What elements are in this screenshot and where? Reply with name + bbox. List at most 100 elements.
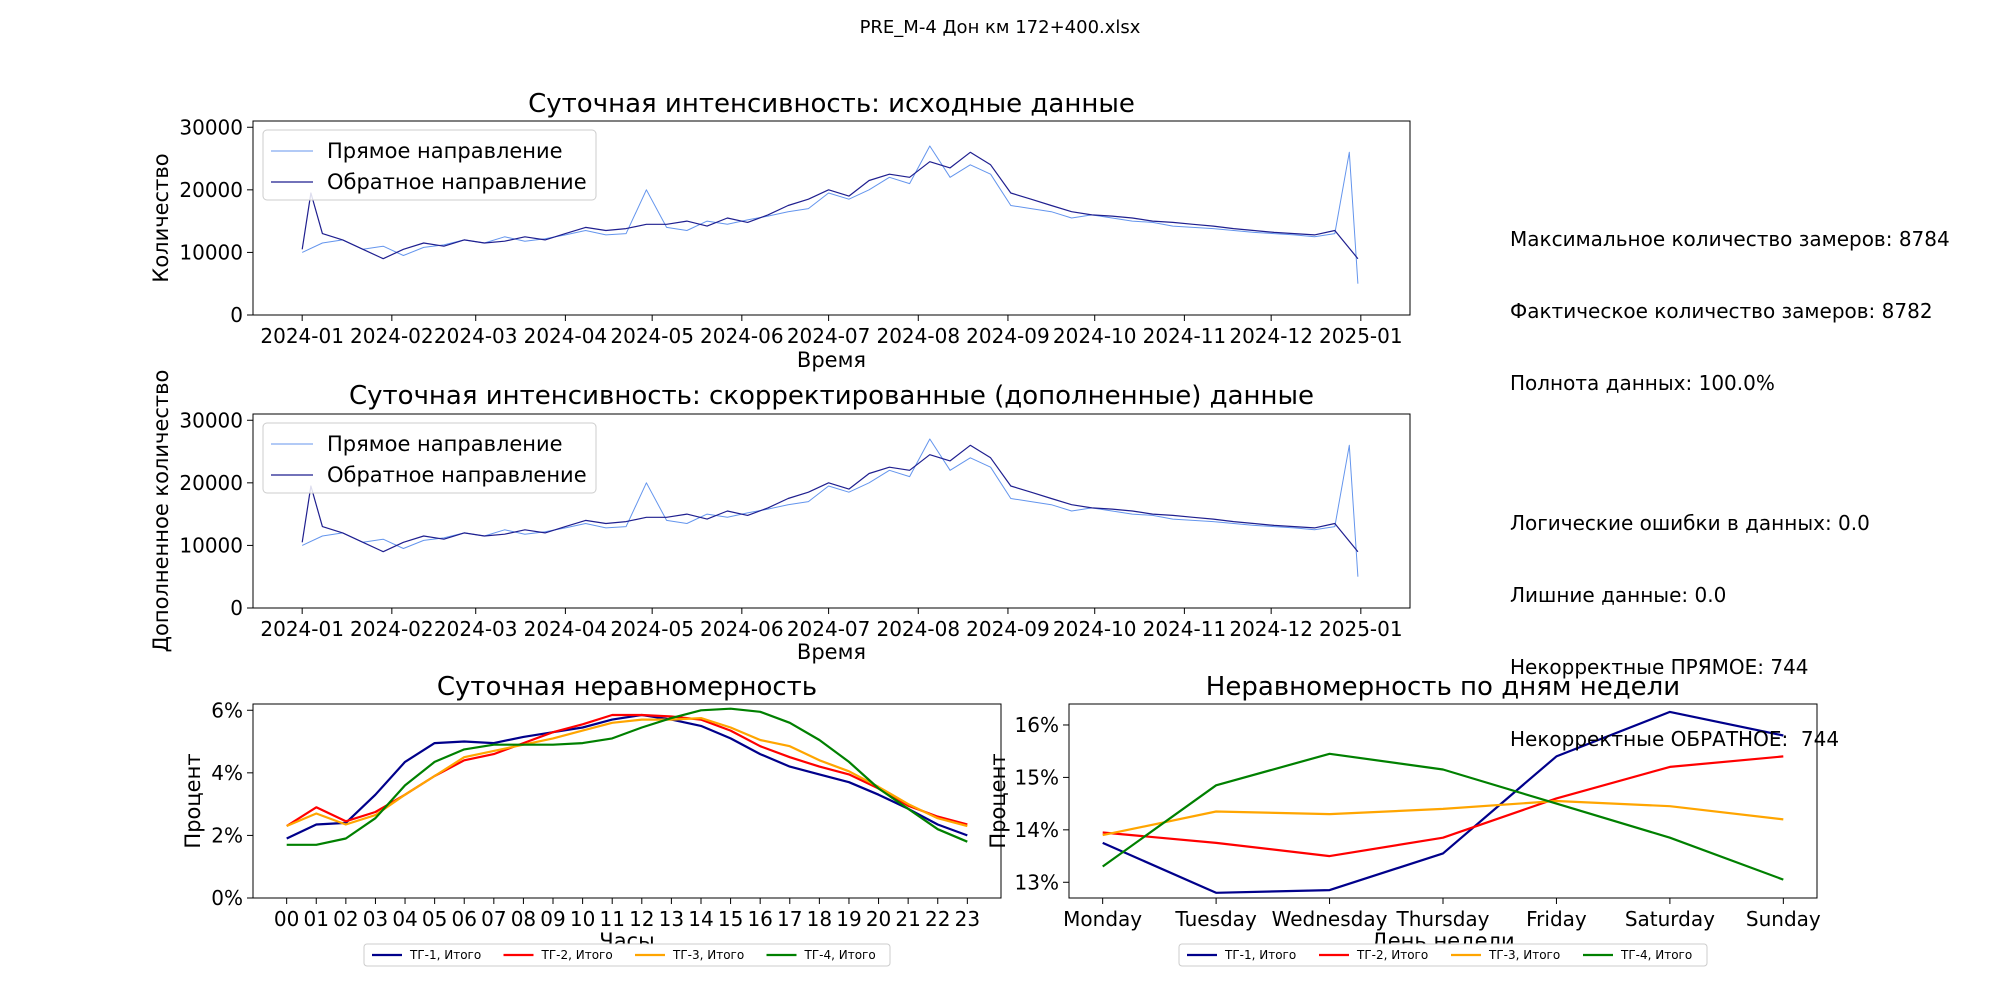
figure-suptitle: PRE_M-4 Дон км 172+400.xlsx — [859, 17, 1141, 38]
y-axis-label: Процент — [986, 753, 1010, 848]
plot-frame — [252, 703, 1002, 899]
y-tick-label: 30000 — [179, 408, 243, 432]
y-tick-label: 16% — [1015, 713, 1059, 737]
x-tick-label: 2024-12 — [1229, 324, 1313, 348]
x-tick-label: 2024-01 — [260, 617, 344, 641]
x-tick-label: 2024-12 — [1229, 617, 1313, 641]
x-tick-label: 18 — [807, 907, 832, 931]
x-tick-label: 2024-06 — [700, 324, 784, 348]
x-tick-label: 15 — [718, 907, 743, 931]
legend-label: Обратное направление — [327, 463, 587, 487]
x-tick-label: 2025-01 — [1319, 617, 1403, 641]
legend-box — [363, 943, 891, 967]
x-tick-label: 10 — [570, 907, 595, 931]
series-line-3 — [1102, 799, 1784, 837]
x-tick-label: 12 — [629, 907, 654, 931]
y-tick-label: 2% — [211, 823, 243, 847]
x-tick-label: 06 — [452, 907, 477, 931]
chart-title: Суточная неравномерность — [437, 672, 817, 702]
x-tick-label: Saturday — [1625, 907, 1715, 931]
series-line-2 — [301, 444, 1359, 553]
x-tick-label: 07 — [481, 907, 506, 931]
x-tick-label: 01 — [304, 907, 329, 931]
x-tick-label: 2024-08 — [876, 324, 960, 348]
legend-label: ТГ-4, Итого — [804, 948, 876, 962]
plot-frame — [252, 120, 1411, 316]
y-tick-label: 0 — [230, 596, 243, 620]
x-tick-label: 2024-06 — [700, 617, 784, 641]
x-tick-label: 2024-04 — [524, 617, 608, 641]
stat-logical-errors: Логические ошибки в данных: 0.0 — [1510, 511, 1870, 535]
x-tick-label: 2024-05 — [610, 324, 694, 348]
x-tick-label: 08 — [511, 907, 536, 931]
x-tick-label: Friday — [1526, 907, 1587, 931]
chart-title: Суточная интенсивность: исходные данные — [528, 89, 1135, 119]
plot-frame — [252, 413, 1411, 609]
y-tick-label: 4% — [211, 761, 243, 785]
y-axis-label: Дополненное количество — [149, 370, 173, 653]
x-tick-label: Tuesday — [1174, 907, 1257, 931]
x-tick-label: 2025-01 — [1319, 324, 1403, 348]
series-line-2 — [1102, 755, 1784, 858]
x-tick-label: Wednesday — [1272, 907, 1388, 931]
x-tick-label: 02 — [333, 907, 358, 931]
chart-3: 0% 2% 4% 6% 00 01 02 03 04 05 06 07 08 09 10 11 12 13 14 15… — [181, 672, 1002, 967]
legend-label: ТГ-1, Итого — [409, 948, 481, 962]
x-tick-label: 2024-02 — [350, 324, 434, 348]
x-tick-label: 09 — [540, 907, 565, 931]
legend-label: Обратное направление — [327, 170, 587, 194]
stat-max-measurements: Максимальное количество замеров: 8784 — [1510, 227, 1950, 251]
x-tick-label: 05 — [422, 907, 447, 931]
stat-completeness: Полнота данных: 100.0% — [1510, 371, 1775, 395]
y-tick-label: 0 — [230, 303, 243, 327]
legend-box — [262, 422, 597, 494]
series-line-1 — [286, 713, 968, 840]
y-tick-label: 0% — [211, 886, 243, 910]
x-tick-label: 04 — [392, 907, 417, 931]
x-tick-label: 21 — [895, 907, 920, 931]
x-tick-label: 13 — [659, 907, 684, 931]
series-line-4 — [1102, 752, 1784, 881]
series-line-2 — [286, 713, 968, 827]
x-tick-label: 20 — [866, 907, 891, 931]
x-tick-label: 2024-07 — [787, 617, 871, 641]
x-tick-label: 23 — [955, 907, 980, 931]
series-line-3 — [286, 716, 968, 828]
x-tick-label: 2024-07 — [787, 324, 871, 348]
x-tick-label: 2024-11 — [1143, 324, 1227, 348]
series-line-4 — [286, 707, 968, 846]
legend-box — [1178, 943, 1708, 967]
chart-title: Суточная интенсивность: скорректированны… — [349, 381, 1314, 411]
legend-label: ТГ-4, Итого — [1620, 948, 1692, 962]
x-tick-label: 16 — [747, 907, 772, 931]
x-tick-label: 2024-03 — [434, 324, 518, 348]
x-tick-label: 2024-05 — [610, 617, 694, 641]
x-tick-label: 2024-09 — [966, 617, 1050, 641]
series-line-2 — [301, 151, 1359, 260]
series-line-1 — [1102, 710, 1784, 894]
x-tick-label: 22 — [925, 907, 950, 931]
x-tick-label: 14 — [688, 907, 713, 931]
legend-label: Прямое направление — [327, 432, 563, 456]
x-tick-label: 11 — [599, 907, 624, 931]
legend-label: Прямое направление — [327, 139, 563, 163]
x-tick-label: 2024-09 — [966, 324, 1050, 348]
x-tick-label: 2024-08 — [876, 617, 960, 641]
y-axis-label: Процент — [181, 753, 205, 848]
x-tick-label: 2024-02 — [350, 617, 434, 641]
x-tick-label: Sunday — [1746, 907, 1821, 931]
stat-incorrect-backward: Некорректные ОБРАТНОЕ: 744 — [1510, 727, 1840, 751]
x-tick-label: 17 — [777, 907, 802, 931]
x-tick-label: 19 — [836, 907, 861, 931]
y-tick-label: 10000 — [179, 533, 243, 557]
x-tick-label: Monday — [1063, 907, 1142, 931]
y-tick-label: 15% — [1015, 765, 1059, 789]
legend-label: ТГ-3, Итого — [672, 948, 744, 962]
legend-label: ТГ-3, Итого — [1488, 948, 1560, 962]
x-axis-label: Время — [797, 348, 866, 372]
stats-panel: Максимальное количество замеров: 8784 Фа… — [1510, 179, 1950, 775]
x-tick-label: 2024-10 — [1053, 617, 1137, 641]
